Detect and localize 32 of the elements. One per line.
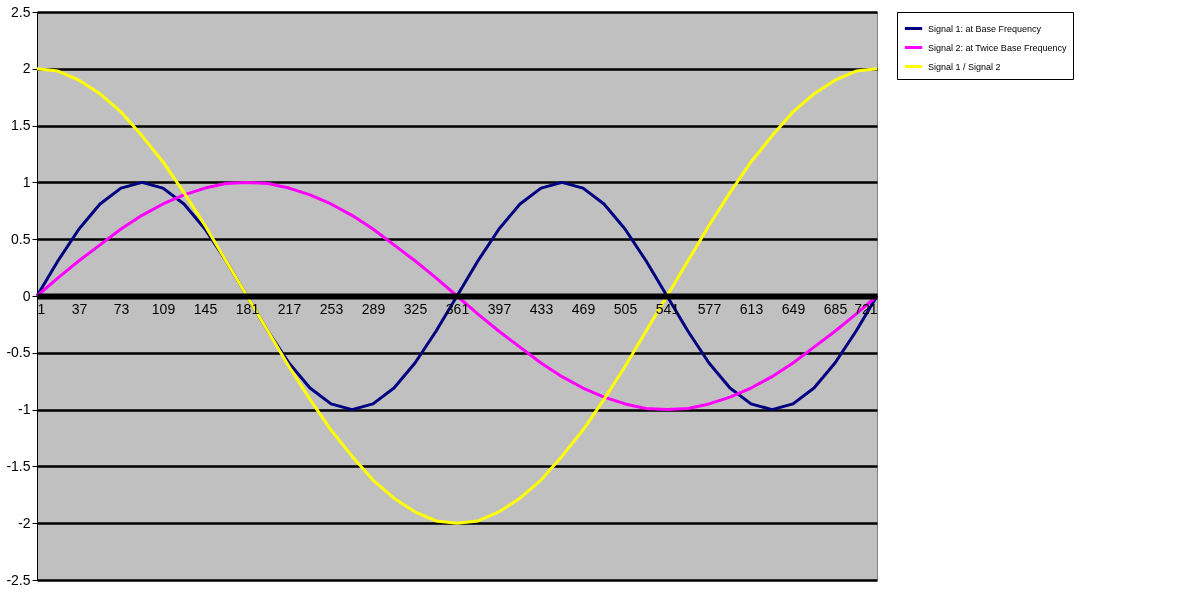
y-tick-label: -2.5 xyxy=(6,571,31,588)
x-tick-label: 253 xyxy=(319,300,344,317)
x-tick-label: 649 xyxy=(781,300,806,317)
x-tick-label: 505 xyxy=(613,300,638,317)
legend-label: Signal 2: at Twice Base Frequency xyxy=(928,42,1067,53)
y-tick-label: 0 xyxy=(22,287,31,304)
y-tick-label: -2 xyxy=(18,514,31,531)
x-tick-label: 1 xyxy=(37,300,46,317)
x-tick-label: 145 xyxy=(193,300,218,317)
x-tick-label: 685 xyxy=(823,300,848,317)
x-tick-label: 109 xyxy=(151,300,176,317)
y-tick-label: 0.5 xyxy=(11,230,31,247)
y-tick-label: 1.5 xyxy=(11,117,31,134)
y-tick-label: 1 xyxy=(22,173,31,190)
x-tick-label: 73 xyxy=(113,300,130,317)
y-tick-label: -1.5 xyxy=(6,457,31,474)
y-tick-label: -1 xyxy=(18,401,31,418)
x-tick-label: 217 xyxy=(277,300,302,317)
x-tick-label: 613 xyxy=(739,300,764,317)
y-tick-label: 2.5 xyxy=(11,3,31,20)
x-tick-label: 469 xyxy=(571,300,596,317)
line-series xyxy=(35,67,879,525)
legend-label: Signal 1 / Signal 2 xyxy=(928,61,1001,72)
x-tick-label: 433 xyxy=(529,300,554,317)
x-tick-label: 289 xyxy=(361,300,386,317)
legend-label: Signal 1: at Base Frequency xyxy=(928,23,1042,34)
x-tick-label: 37 xyxy=(71,300,88,317)
y-tick-label: -0.5 xyxy=(6,344,31,361)
x-tick-label: 397 xyxy=(487,300,512,317)
y-tick-label: 2 xyxy=(22,60,31,77)
x-tick-label: 325 xyxy=(403,300,428,317)
x-tick-label: 577 xyxy=(697,300,722,317)
